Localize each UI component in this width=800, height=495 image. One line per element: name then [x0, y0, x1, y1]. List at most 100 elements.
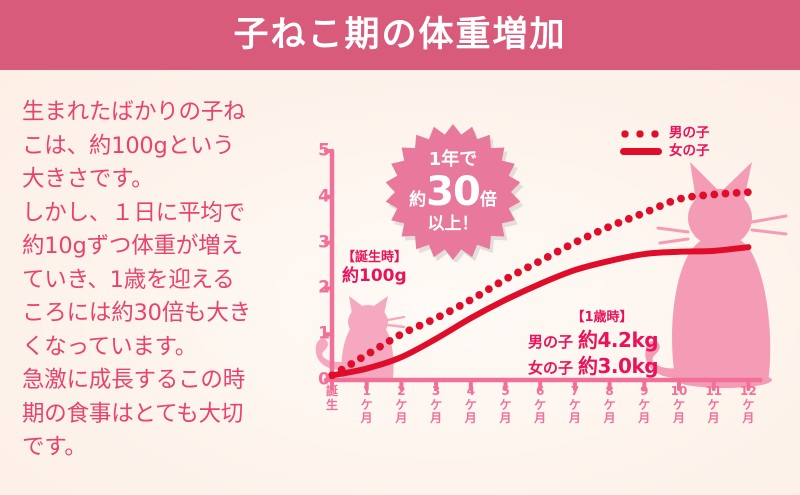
x-tick-11: 11 ケ月 [703, 384, 725, 426]
x-tick-part: ケ [499, 397, 512, 412]
y-tick-0: 0 [318, 369, 330, 390]
badge-suffix: 倍 [479, 190, 497, 210]
x-tick-part: 月 [360, 411, 373, 425]
x-tick-part: ケ [707, 397, 720, 412]
x-tick-part: ケ [742, 397, 755, 412]
x-tick-part: 月 [464, 411, 477, 425]
annotation-birth-title: 【誕生時】 [342, 250, 408, 265]
badge-line-1: 1年で [428, 149, 478, 170]
x-tick-part: 月 [707, 411, 720, 425]
annotation-year-row-boy: 男の子 約4.2kg [528, 327, 659, 353]
description-line: 期の食事はとても大切 [22, 400, 244, 427]
annotation-year-label-girl: 女の子 [528, 358, 574, 377]
x-tick-part: 3 [431, 384, 441, 398]
x-axis-tick-labels: 誕生 1 ケ月 2 ケ月 3 ケ月 4 ケ月 5 ケ月 6 ケ月 7 ケ月 8 ケ月 9 ケ月 10 ケ月 11 ケ月 12 ケ… [300, 384, 790, 445]
x-tick-part: 月 [742, 411, 755, 425]
legend-item-girl: 女の子 [620, 144, 710, 159]
description-line: くなっています。 [22, 333, 198, 360]
y-tick-4: 4 [318, 186, 330, 207]
description-line: 生まれたばかりの子ね [22, 99, 246, 125]
y-tick-1: 1 [318, 323, 330, 344]
x-tick-part: 月 [603, 411, 616, 425]
x-tick-part: 月 [672, 411, 685, 425]
y-tick-3: 3 [318, 232, 330, 253]
x-tick-part: 月 [568, 411, 581, 425]
x-tick-part: ケ [672, 397, 685, 412]
x-tick-part: 月 [638, 411, 651, 425]
badge-text: 1年で 約 30 倍 以上！ [383, 122, 523, 262]
x-tick-part: ケ [360, 397, 373, 412]
x-tick-part: ケ [568, 397, 581, 412]
x-tick-part: 6 [536, 384, 545, 398]
x-tick-part: ケ [464, 397, 477, 412]
x-tick-part: ケ [603, 397, 616, 412]
x-tick-0: 誕生 [321, 384, 343, 412]
badge-number: 30 [426, 169, 481, 215]
x-tick-part: 月 [534, 411, 547, 425]
description-line: しかし、１日に平均で [22, 199, 246, 226]
description-text-block: 生まれたばかりの子ね こは、約100gという 大きさです。 しかし、１日に平均で… [22, 96, 307, 465]
dotted-line-icon [620, 129, 662, 138]
x-tick-part: 11 [705, 384, 723, 398]
solid-line-icon [620, 148, 662, 155]
description-line: 大きさです。 [22, 166, 154, 192]
legend-item-boy: 男の子 [620, 126, 710, 141]
annotation-year-kg-boy: 4.2kg [597, 327, 659, 352]
description-line: ころには約30倍も大き [22, 300, 251, 326]
badge-line-3: 以上！ [427, 214, 479, 234]
annotation-year-value-boy: 約4.2kg [578, 327, 659, 353]
annotation-year-kg-girl: 3.0kg [597, 353, 659, 378]
x-tick-part: 1 [362, 384, 371, 398]
x-tick-part: 4 [466, 384, 475, 398]
legend-label-boy: 男の子 [669, 124, 710, 141]
x-tick-part: 月 [430, 411, 443, 425]
annotation-year-value-girl: 約3.0kg [578, 353, 659, 379]
content-background [0, 70, 800, 495]
x-tick-part: 月 [499, 411, 512, 425]
starburst-badge: 1年で 約 30 倍 以上！ [383, 122, 523, 262]
series-line-boy [328, 188, 752, 380]
x-tick-12: 12 ケ月 [737, 384, 759, 426]
page-title: 子ねこ期の体重増加 [233, 14, 567, 55]
adult-cat-silhouette [645, 162, 788, 388]
x-tick-part: 12 [740, 384, 757, 398]
x-tick-part: ケ [395, 397, 408, 412]
y-tick-2: 2 [318, 277, 330, 298]
series-line-girl [329, 244, 752, 379]
chart-axes [323, 148, 763, 391]
description-line: です。 [22, 434, 87, 460]
x-tick-part: ケ [638, 397, 651, 412]
description-line: ていき、1歳を迎える [22, 266, 235, 293]
x-tick-part: 7 [570, 384, 580, 398]
annotation-year-row-girl: 女の子 約3.0kg [528, 353, 659, 379]
annotation-birth-value: 約100g [342, 266, 407, 287]
badge-line-2: 約 30 倍 [409, 172, 497, 212]
starburst-icon [385, 124, 523, 262]
description-line: こは、約100gという [22, 132, 235, 159]
annotation-one-year-weight: 【1歳時】 男の子 約4.2kg 女の子 約3.0kg [528, 310, 659, 379]
chart-legend: 男の子 女の子 [620, 126, 710, 159]
x-tick-part: 誕 [325, 384, 338, 398]
x-tick-part: 月 [395, 411, 408, 425]
description-line: 約10gずつ体重が増え [22, 233, 243, 259]
annotation-year-label-boy: 男の子 [528, 332, 574, 351]
x-tick-part: 2 [397, 384, 406, 398]
x-tick-part: 10 [670, 384, 688, 398]
x-tick-part: 生 [325, 397, 338, 412]
annotation-year-prefix-girl: 約 [578, 353, 598, 378]
x-tick-part: 9 [640, 384, 649, 398]
page-header-banner: 子ねこ期の体重増加 [0, 0, 800, 70]
annotation-year-title: 【1歳時】 [571, 310, 633, 325]
annotation-year-prefix-boy: 約 [578, 327, 598, 352]
annotation-birth-weight: 【誕生時】 約100g [342, 250, 407, 288]
chart-canvas [315, 148, 788, 391]
y-axis-tick-labels: 0 1 2 3 4 5 [300, 120, 330, 390]
x-tick-part: 8 [605, 384, 614, 398]
description-line: 急激に成長するこの時 [22, 367, 246, 393]
y-tick-5: 5 [318, 140, 330, 161]
